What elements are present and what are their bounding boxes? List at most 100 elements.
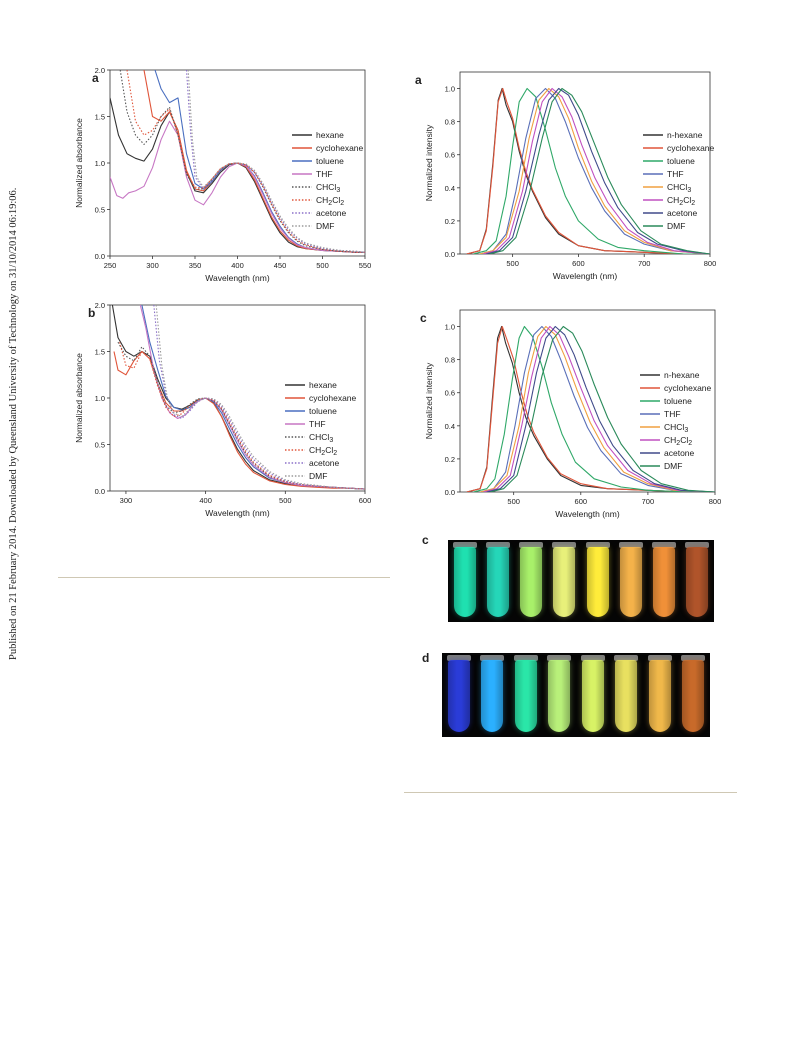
legend-label: THF: [664, 409, 681, 419]
vial: [481, 660, 504, 732]
y-tick-label: 0.0: [95, 252, 105, 261]
legend-label: CHCl3: [316, 182, 340, 194]
legend-label: CH2Cl2: [309, 445, 337, 457]
legend-label: CH2Cl2: [667, 195, 695, 207]
y-tick-label: 0.5: [95, 206, 105, 215]
legend-label: DMF: [667, 221, 685, 231]
absorbance-chart-a: a 250 300 350 400 450 500 550 0.0 0.5 1.0 1.5 2.0 Wav…: [74, 66, 371, 283]
side-note: Published on 21 February 2014. Downloade…: [8, 160, 20, 660]
y-tick-label: 0.2: [445, 217, 455, 226]
y-tick-label: 1.0: [445, 323, 455, 332]
x-tick-label: 250: [104, 261, 117, 270]
panel-label: a: [415, 73, 422, 87]
vial-cap: [652, 542, 677, 548]
vial: [581, 660, 604, 732]
right-column-rule: [404, 792, 737, 793]
legend-label: hexane: [316, 130, 344, 140]
series-line-chcl3: [119, 70, 365, 253]
series-group: [466, 87, 710, 254]
y-tick-label: 0.0: [445, 250, 455, 259]
legend-label: n-hexane: [667, 130, 703, 140]
vial-cap: [580, 655, 605, 661]
x-tick-label: 800: [704, 259, 717, 268]
vials-photo-c: [448, 540, 714, 622]
legend-label: DMF: [664, 461, 682, 471]
vial-cap: [519, 542, 544, 548]
series-line-acetone: [185, 70, 365, 253]
legend-label: THF: [316, 169, 333, 179]
x-tick-label: 600: [359, 496, 372, 505]
legend-label: CH2Cl2: [664, 435, 692, 447]
left-column-rule: [58, 577, 390, 578]
panel-label: c: [420, 311, 427, 325]
x-tick-label: 400: [199, 496, 212, 505]
legend-label: n-hexane: [664, 370, 700, 380]
vials-photo-d: [442, 653, 710, 737]
y-tick-label: 0.2: [445, 455, 455, 464]
legend-label: toluene: [664, 396, 692, 406]
legend: n-hexane cyclohexane toluene THF CHCl3CH2Cl2…: [643, 130, 715, 231]
plot-frame: [459, 71, 711, 255]
y-tick-label: 0.6: [445, 151, 455, 160]
vial-cap: [480, 655, 505, 661]
y-tick-label: 1.5: [95, 113, 105, 122]
series-line-ch2cl2: [483, 325, 715, 492]
x-tick-label: 800: [709, 497, 722, 506]
legend-label: CHCl3: [664, 422, 688, 434]
legend-label: DMF: [309, 471, 327, 481]
photo-d-label: d: [422, 651, 430, 665]
series-line-chcl3: [479, 325, 715, 492]
vial-cap: [513, 655, 538, 661]
legend-label: acetone: [309, 458, 340, 468]
series-line-thf: [479, 325, 715, 492]
vial-cap: [552, 542, 577, 548]
x-tick-label: 700: [638, 259, 651, 268]
x-tick-label: 450: [274, 261, 287, 270]
x-tick-label: 300: [120, 496, 133, 505]
x-tick-label: 600: [572, 259, 585, 268]
series-line-toluene: [473, 325, 715, 492]
y-axis-label: Normalized absorbance: [74, 353, 84, 443]
vial: [686, 547, 709, 617]
y-tick-label: 0.4: [445, 184, 455, 193]
x-tick-label: 600: [575, 497, 588, 506]
series-group: [111, 305, 365, 490]
legend-label: acetone: [667, 208, 698, 218]
series-line-cyclohexane: [466, 87, 710, 254]
series-line-ch2cl2: [126, 70, 365, 253]
legend-label: THF: [309, 419, 326, 429]
x-axis-label: Wavelength (nm): [205, 273, 270, 283]
x-tick-label: 350: [189, 261, 202, 270]
vial: [653, 547, 676, 617]
y-tick-label: 0.0: [445, 488, 455, 497]
series-line-thf: [479, 87, 710, 254]
vial: [619, 547, 642, 617]
vial: [486, 547, 509, 617]
series-line-chcl3: [117, 341, 365, 490]
vial-cap: [647, 655, 672, 661]
vial: [682, 660, 705, 732]
vial: [514, 660, 537, 732]
y-tick-label: 2.0: [95, 66, 105, 75]
y-axis-label: Normalized absorbance: [74, 118, 84, 208]
legend-label: cyclohexane: [309, 393, 357, 403]
vial: [520, 547, 543, 617]
download-notice: Published on 21 February 2014. Downloade…: [8, 187, 19, 660]
legend-label: DMF: [316, 221, 334, 231]
series-line-thf: [139, 305, 365, 490]
y-tick-label: 0.6: [445, 389, 455, 398]
y-tick-label: 0.0: [95, 487, 105, 496]
vial-cap: [446, 655, 471, 661]
legend: hexane cyclohexane toluene THF CHCl3CH2Cl2ac…: [285, 380, 357, 481]
vial-cap: [685, 542, 710, 548]
legend-label: acetone: [316, 208, 347, 218]
series-group: [110, 70, 365, 253]
series-line-dmf: [489, 87, 710, 254]
y-tick-label: 2.0: [95, 301, 105, 310]
legend-label: cyclohexane: [316, 143, 364, 153]
legend: n-hexane cyclohexane toluene THF CHCl3CH2Cl2…: [640, 370, 712, 471]
y-tick-label: 1.0: [95, 394, 105, 403]
vial-cap: [614, 655, 639, 661]
vial: [648, 660, 671, 732]
legend-label: hexane: [309, 380, 337, 390]
